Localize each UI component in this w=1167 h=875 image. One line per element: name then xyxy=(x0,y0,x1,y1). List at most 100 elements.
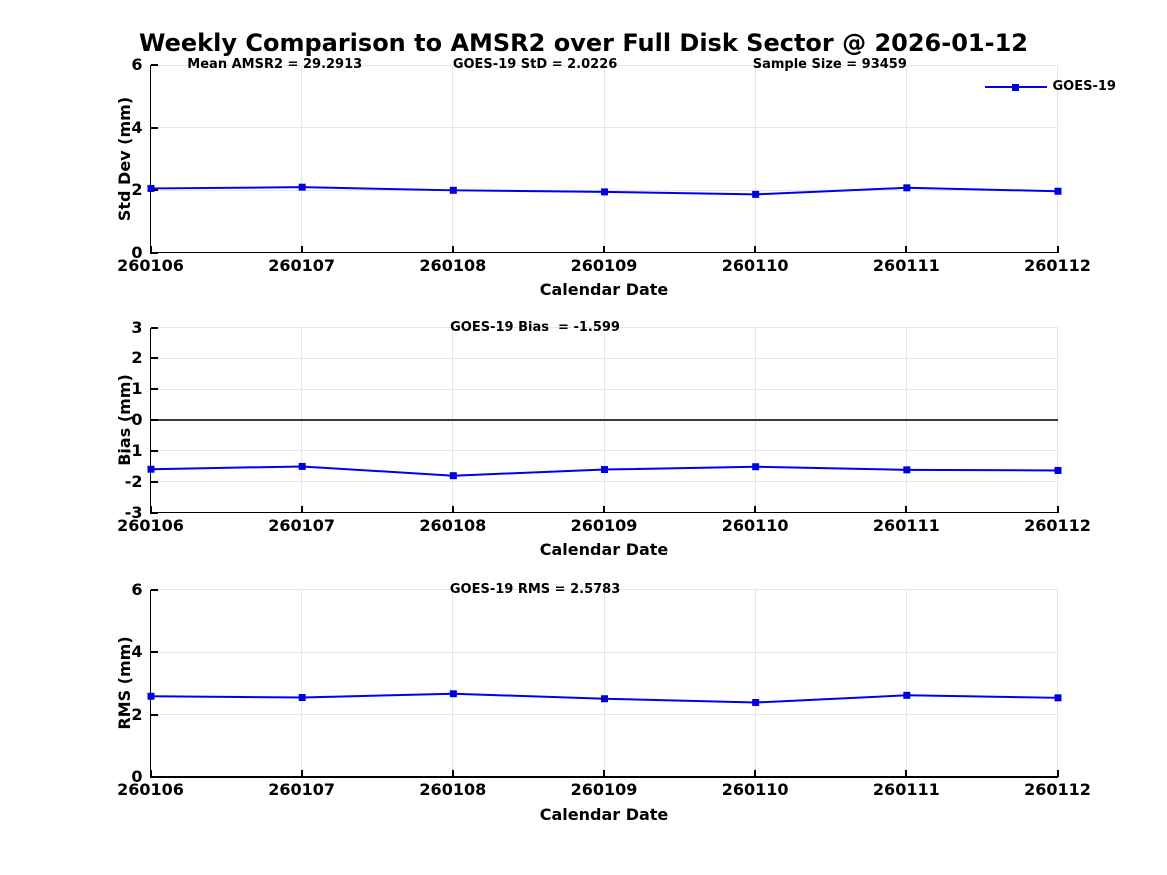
annotation-text: Sample Size = 93459 xyxy=(752,57,907,72)
data-point-marker xyxy=(147,692,154,700)
annotation-text: Mean AMSR2 = 29.2913 xyxy=(187,57,363,72)
gridline-horizontal xyxy=(150,450,1058,452)
x-tick-label: 260109 xyxy=(570,255,638,275)
x-tick-label: 260110 xyxy=(721,515,789,535)
x-axis-line xyxy=(149,776,1059,778)
y-axis-tick xyxy=(150,449,158,452)
gridline-horizontal xyxy=(150,714,1058,715)
gridline-vertical xyxy=(1057,589,1058,777)
x-axis-tick xyxy=(603,770,605,777)
y-axis-tick xyxy=(150,388,158,391)
x-tick-label: 260112 xyxy=(1024,515,1091,535)
x-tick-label: 260109 xyxy=(570,515,638,535)
x-tick-label: 260108 xyxy=(419,255,487,275)
data-point-marker xyxy=(147,184,154,192)
x-tick-label: 260112 xyxy=(1024,255,1091,275)
legend-label: GOES-19 xyxy=(1052,79,1116,94)
x-tick-label: 260106 xyxy=(117,255,184,275)
data-point-marker xyxy=(600,188,608,196)
gridline-horizontal xyxy=(150,589,1058,590)
x-axis-tick xyxy=(1056,245,1059,253)
series-line xyxy=(150,692,1058,704)
x-axis-tick xyxy=(149,505,152,513)
y-axis-title: RMS (mm) xyxy=(115,636,134,730)
x-axis-line xyxy=(149,511,1059,514)
gridline-horizontal xyxy=(150,327,1058,328)
x-axis-tick xyxy=(754,245,757,253)
x-axis-tick xyxy=(1056,770,1059,777)
x-axis-tick xyxy=(603,245,605,253)
gridline-vertical xyxy=(905,589,907,777)
y-tick-label: 3 xyxy=(131,317,143,337)
y-tick-label: -1 xyxy=(124,440,143,460)
gridline-vertical xyxy=(603,589,605,777)
gridline-vertical xyxy=(1057,65,1058,253)
y-tick-label: 0 xyxy=(131,242,143,262)
gridline-horizontal xyxy=(150,481,1058,483)
x-axis-tick xyxy=(754,770,757,777)
gridline-horizontal xyxy=(150,127,1058,128)
x-tick-label: 260107 xyxy=(268,515,336,535)
gridline-vertical xyxy=(754,327,756,513)
x-tick-label: 260106 xyxy=(117,780,184,799)
x-axis-tick xyxy=(451,505,454,513)
x-tick-label: 260110 xyxy=(721,255,789,275)
data-point-marker xyxy=(902,691,910,699)
gridline-horizontal xyxy=(150,388,1058,390)
y-tick-label: 4 xyxy=(131,642,143,661)
gridline-vertical xyxy=(905,65,907,253)
y-tick-label: -2 xyxy=(124,471,143,491)
x-tick-label: 260107 xyxy=(268,255,336,275)
series-line xyxy=(150,186,1058,196)
gridline-vertical xyxy=(905,327,907,513)
y-tick-label: 0 xyxy=(131,410,143,429)
y-axis-tick xyxy=(150,326,158,329)
x-axis-line xyxy=(149,251,1059,254)
x-axis-tick xyxy=(451,245,454,253)
gridline-vertical xyxy=(452,327,454,513)
x-tick-label: 260111 xyxy=(872,255,940,275)
data-point-marker xyxy=(1054,466,1061,474)
x-tick-label: 260106 xyxy=(117,515,184,535)
annotation-text: GOES-19 RMS = 2.5783 xyxy=(449,581,621,597)
x-axis-tick xyxy=(149,770,152,777)
x-axis-tick xyxy=(300,770,303,777)
gridline-horizontal xyxy=(150,64,1058,66)
x-tick-label: 260107 xyxy=(268,780,336,799)
data-point-marker xyxy=(298,693,306,701)
gridline-vertical xyxy=(301,589,303,777)
y-axis-tick xyxy=(150,713,158,716)
data-series-rms xyxy=(147,689,1061,706)
y-axis-tick xyxy=(150,419,158,421)
gridline-horizontal xyxy=(150,189,1058,191)
data-point-marker xyxy=(298,462,306,470)
gridline-vertical xyxy=(452,589,454,777)
x-axis-tick xyxy=(1056,505,1059,513)
data-point-marker xyxy=(600,694,608,702)
gridline-vertical xyxy=(603,65,605,253)
y-axis-line xyxy=(149,589,152,778)
annotation-text: GOES-19 StD = 2.0226 xyxy=(452,57,618,72)
data-point-marker xyxy=(298,183,306,191)
data-point-marker xyxy=(751,462,759,470)
y-axis-tick xyxy=(150,251,158,254)
x-axis-tick xyxy=(300,505,303,513)
y-tick-label: 4 xyxy=(131,117,143,137)
y-axis-tick xyxy=(150,189,158,191)
data-point-marker xyxy=(449,471,457,479)
gridline-vertical xyxy=(301,327,303,513)
legend-marker-sample xyxy=(1012,83,1019,91)
data-point-marker xyxy=(147,465,154,473)
x-axis-tick xyxy=(905,505,908,513)
x-tick-label: 260112 xyxy=(1024,780,1091,799)
x-axis-title: Calendar Date xyxy=(539,280,669,299)
y-tick-label: 6 xyxy=(131,579,143,599)
x-axis-tick xyxy=(754,505,757,513)
y-axis-tick xyxy=(150,588,158,591)
y-axis-line xyxy=(149,327,152,514)
legend-line-sample xyxy=(984,86,1047,88)
x-axis-tick xyxy=(905,770,908,777)
gridline-vertical xyxy=(754,589,756,777)
x-tick-label: 260111 xyxy=(872,515,940,535)
x-axis-title: Calendar Date xyxy=(539,540,669,559)
